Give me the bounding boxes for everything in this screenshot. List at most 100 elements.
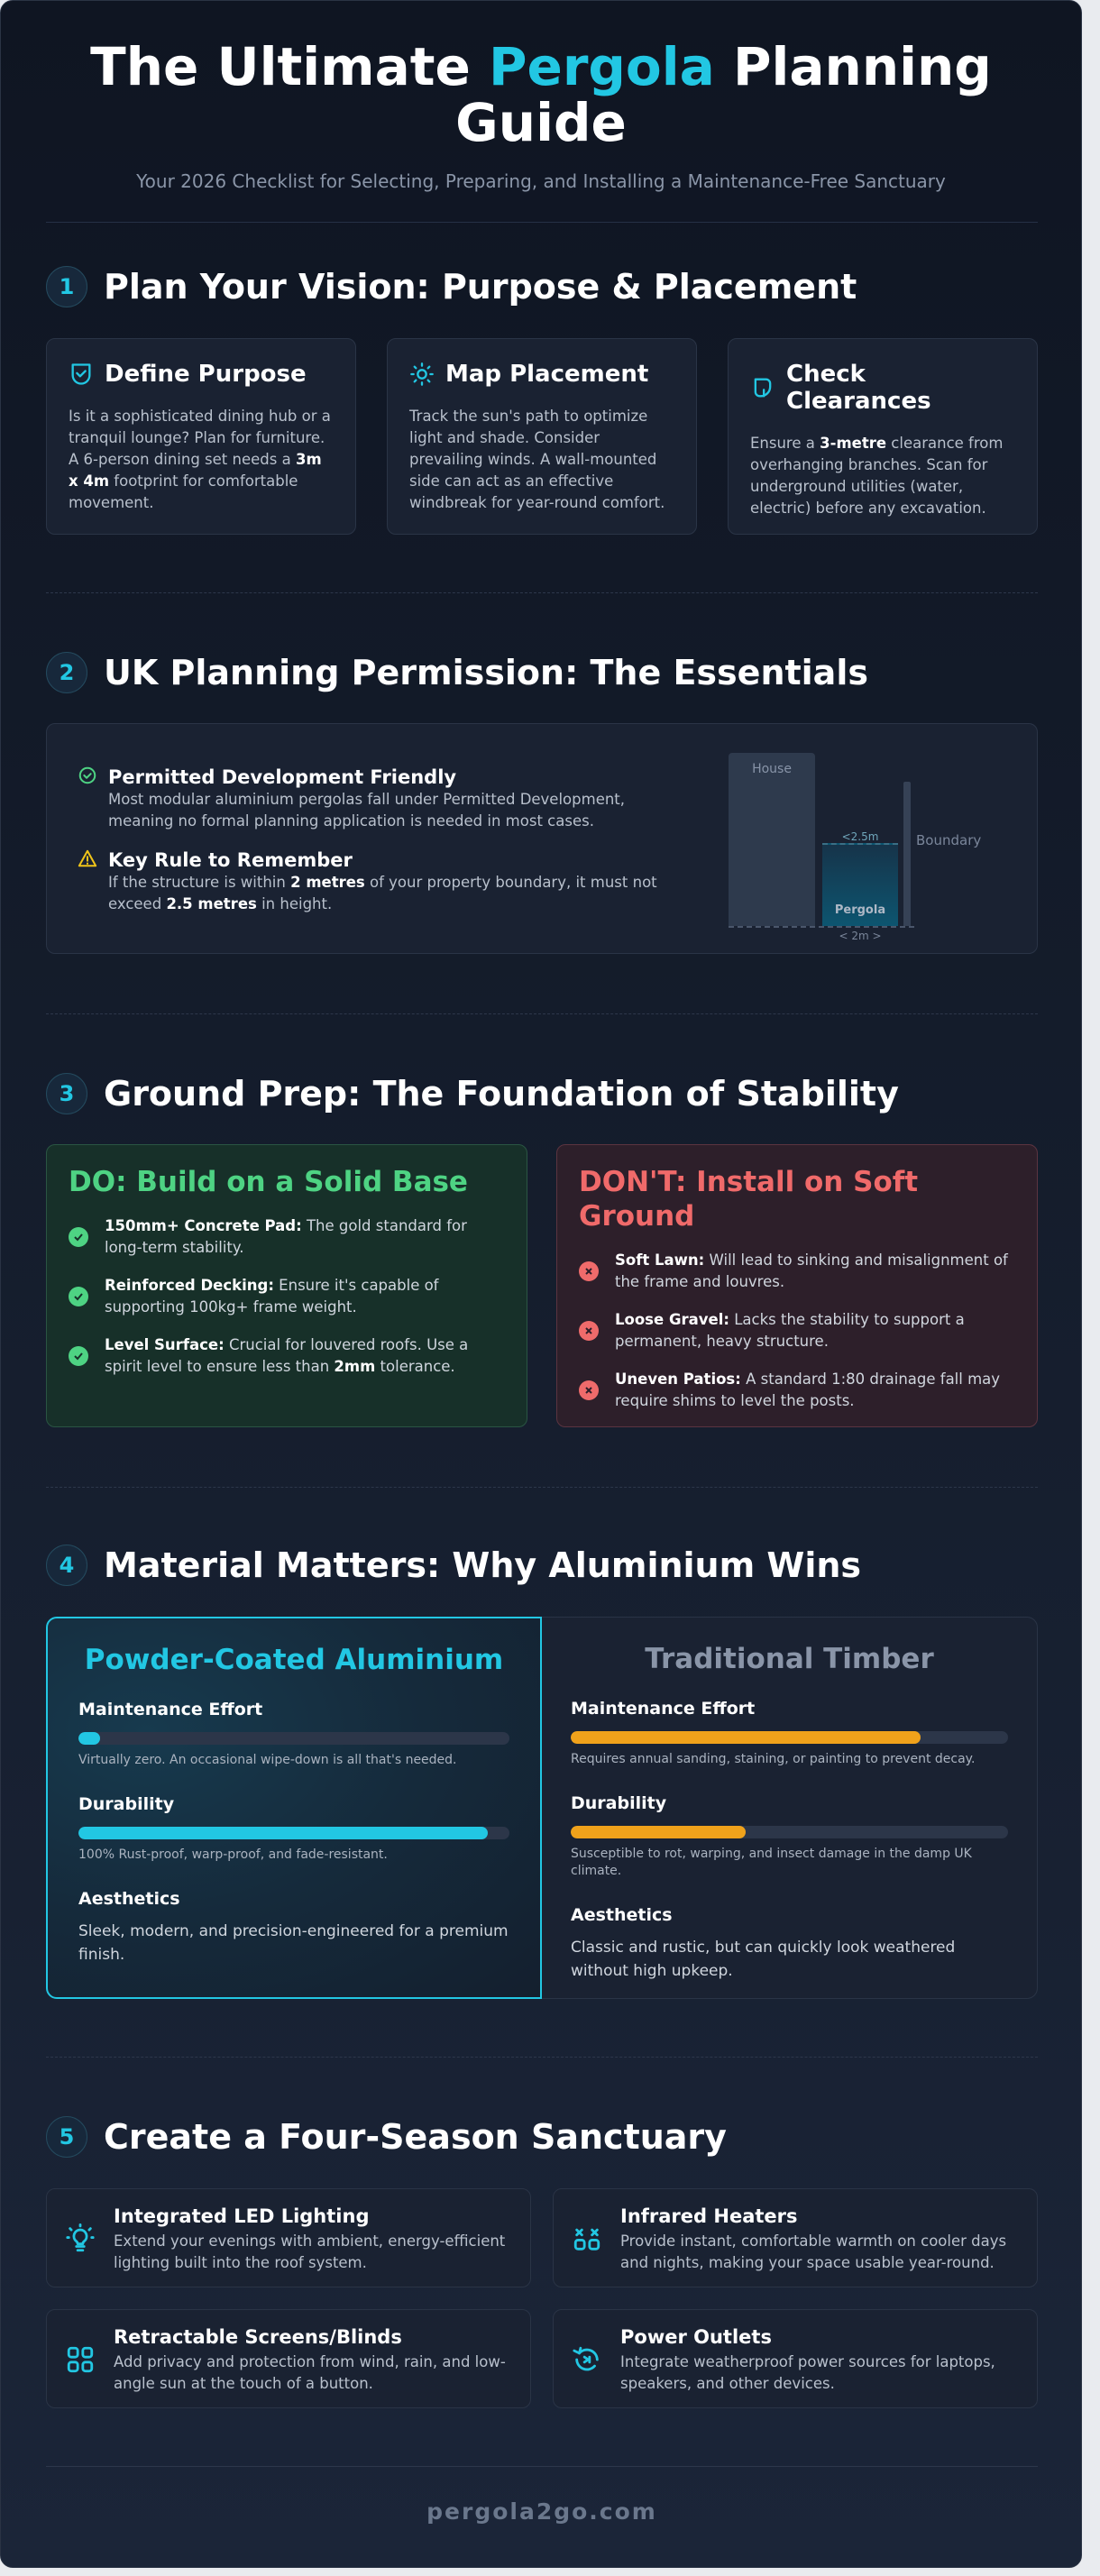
card-title: Define Purpose <box>105 361 307 388</box>
item-text: Loose Gravel: Lacks the stability to sup… <box>615 1309 1015 1352</box>
metric-note: Requires annual sanding, staining, or pa… <box>571 1752 976 1766</box>
section-number-badge: 5 <box>46 2116 87 2158</box>
x-icon <box>579 1321 599 1341</box>
heater-icon <box>572 2223 602 2270</box>
bar-fill <box>78 1732 100 1745</box>
section-2-header: 2 UK Planning Permission: The Essentials <box>46 652 868 693</box>
section-1-cards: Define Purpose Is it a sophisticated din… <box>46 338 1038 535</box>
feature-power-outlets: Power Outlets Integrate weatherproof pow… <box>553 2309 1038 2408</box>
feature-body: Extend your evenings with ambient, energ… <box>114 2232 506 2271</box>
check-icon <box>69 1346 88 1366</box>
text: Crucial for louvered roofs. Use a spirit… <box>105 1336 469 1375</box>
power-plug-icon <box>572 2344 602 2391</box>
feature-body: Provide instant, comfortable warmth on c… <box>620 2232 1007 2271</box>
title-part: The Ultimate <box>90 36 489 97</box>
title-part: Planning Guide <box>455 36 992 153</box>
section-4-header: 4 Material Matters: Why Aluminium Wins <box>46 1545 861 1586</box>
material-comparison: Powder-Coated Aluminium Maintenance Effo… <box>46 1617 1038 1999</box>
check-circle-icon <box>78 765 97 789</box>
features-grid: Integrated LED Lighting Extend your even… <box>46 2188 1038 2408</box>
timber-column: Traditional Timber Maintenance Effort Re… <box>542 1617 1038 1999</box>
item-key-rule: Key Rule to Remember If the structure is… <box>78 848 673 915</box>
house-label: House <box>752 762 792 776</box>
header: The Ultimate Pergola Planning Guide Your… <box>1 1 1081 192</box>
text: Ensure it's capable of supporting 100kg+… <box>105 1277 439 1316</box>
metric-label: Maintenance Effort <box>571 1699 756 1719</box>
section-5-header: 5 Create a Four-Season Sanctuary <box>46 2116 727 2158</box>
text: Lacks the stability to support a permane… <box>615 1311 965 1350</box>
bold-text: 3m x 4m <box>69 451 322 490</box>
feature-body: Integrate weatherproof power sources for… <box>620 2353 995 2392</box>
check-icon <box>69 1227 88 1247</box>
feature-screens-blinds: Retractable Screens/Blinds Add privacy a… <box>46 2309 531 2408</box>
warning-triangle-icon <box>78 848 97 872</box>
x-icon <box>579 1380 599 1400</box>
metric-label: Aesthetics <box>571 1905 673 1925</box>
section-number-badge: 4 <box>46 1545 87 1586</box>
metric-note: 100% Rust-proof, warp-proof, and fade-re… <box>78 1847 388 1862</box>
bold-text: Reinforced Decking: <box>105 1277 274 1294</box>
height-label: <2.5m <box>841 830 879 843</box>
shield-check-icon <box>69 362 94 387</box>
text: Will lead to sinking and misalignment of… <box>615 1251 1008 1290</box>
divider <box>46 1013 1038 1014</box>
aesthetics-text: Sleek, modern, and precision-engineered … <box>78 1922 509 1964</box>
feature-infrared-heaters: Infrared Heaters Provide instant, comfor… <box>553 2188 1038 2287</box>
check-icon <box>69 1287 88 1306</box>
diagram-boundary-wall <box>903 782 911 926</box>
bar-fill <box>78 1827 489 1839</box>
section-title: Material Matters: Why Aluminium Wins <box>104 1545 862 1585</box>
text: of your property boundary, it must not e… <box>108 874 657 912</box>
section-title: Ground Prep: The Foundation of Stability <box>104 1074 899 1114</box>
text: If the structure is within <box>108 874 291 891</box>
divider <box>46 592 1038 593</box>
bold-text: Loose Gravel: <box>615 1311 729 1328</box>
divider <box>46 222 1038 223</box>
dont-title: DON'T: Install on Soft Ground <box>579 1166 919 1233</box>
card-title: Check Clearances <box>786 361 931 415</box>
section-3-header: 3 Ground Prep: The Foundation of Stabili… <box>46 1073 899 1114</box>
text: clearance from overhanging branches. Sca… <box>750 435 1004 517</box>
lightbulb-icon <box>65 2223 96 2270</box>
blinds-grid-icon <box>65 2344 96 2391</box>
do-card: DO: Build on a Solid Base 150mm+ Concret… <box>46 1144 527 1427</box>
section-number-badge: 3 <box>46 1073 87 1114</box>
sun-icon <box>409 362 435 387</box>
do-list: 150mm+ Concrete Pad: The gold standard f… <box>69 1215 505 1378</box>
item-text: Level Surface: Crucial for louvered roof… <box>105 1334 505 1378</box>
section-number-badge: 1 <box>46 266 87 307</box>
diagram-pergola: <2.5m Pergola <box>822 830 898 926</box>
metric-label: Maintenance Effort <box>78 1700 263 1719</box>
diagram-ground-line <box>729 926 914 928</box>
list-item: Reinforced Decking: Ensure it's capable … <box>69 1275 505 1318</box>
page-subtitle: Your 2026 Checklist for Selecting, Prepa… <box>136 170 946 192</box>
bar-fill <box>571 1826 746 1838</box>
dont-list: Soft Lawn: Will lead to sinking and misa… <box>579 1250 1015 1412</box>
item-text: Soft Lawn: Will lead to sinking and misa… <box>615 1250 1015 1293</box>
card-body: Ensure a 3-metre clearance from overhang… <box>750 433 1015 519</box>
pergola-label: Pergola <box>834 903 886 917</box>
list-item: Soft Lawn: Will lead to sinking and misa… <box>579 1250 1015 1293</box>
metric-label: Aesthetics <box>78 1889 180 1909</box>
section-title: Create a Four-Season Sanctuary <box>104 2117 727 2157</box>
text: Is it a sophisticated dining hub or a tr… <box>69 408 331 468</box>
card-body: Track the sun's path to optimize light a… <box>409 408 665 511</box>
text: The gold standard for long-term stabilit… <box>105 1217 467 1256</box>
text: footprint for comfortable movement. <box>69 472 298 511</box>
column-title: Powder-Coated Aluminium <box>84 1644 504 1676</box>
divider <box>46 2057 1038 2058</box>
durability-bar <box>78 1827 509 1839</box>
metric-note: Susceptible to rot, warping, and insect … <box>571 1847 972 1878</box>
metric-label: Durability <box>571 1793 667 1813</box>
footer-site-link[interactable]: pergola2go.com <box>426 2498 657 2525</box>
item-title: Key Rule to Remember <box>108 849 353 871</box>
x-icon <box>579 1261 599 1281</box>
card-title: Map Placement <box>445 361 649 388</box>
do-title: DO: Build on a Solid Base <box>69 1166 468 1198</box>
feature-title: Retractable Screens/Blinds <box>114 2326 402 2348</box>
dont-card: DON'T: Install on Soft Ground Soft Lawn:… <box>556 1144 1038 1427</box>
column-title: Traditional Timber <box>645 1643 934 1675</box>
boundary-label: Boundary <box>916 832 982 848</box>
durability-bar <box>571 1826 1008 1838</box>
bold-text: 2 metres <box>290 874 365 891</box>
